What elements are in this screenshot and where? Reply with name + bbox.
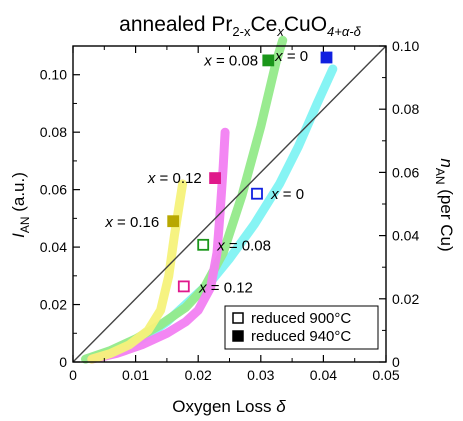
title-sub2: x [276, 24, 284, 39]
y-left-tick-label: 0.02 [40, 297, 67, 313]
data-point-x-0-12-open [177, 280, 190, 293]
data-point-x-0-12-filled [209, 172, 222, 185]
y-axis-label-left: IAN (a.u.) [9, 172, 32, 238]
annotation-label: x = 0 [270, 186, 304, 203]
annotation-label: x = 0.16 [104, 214, 159, 231]
data-point-x-0-filled [320, 51, 333, 64]
data-point-x-0-08-open [197, 238, 210, 251]
data-point-x-0-08-filled [262, 54, 275, 67]
diagonal-reference-line [72, 45, 387, 363]
y-left-tick-label: 0.04 [40, 239, 67, 255]
x-axis-label: Oxygen Loss δ [172, 397, 286, 416]
x-tick-label: 0.05 [372, 367, 399, 383]
y-right-tick-label: 0.04 [392, 228, 419, 244]
y-left-tick-label: 0.10 [40, 67, 67, 83]
series-curve-x-0-12 [87, 127, 230, 364]
annotation-label: x = 0.08 [203, 52, 258, 69]
annotation-label: x = 0 [274, 48, 308, 65]
title-middle1: Ce [250, 13, 277, 36]
chart-title: annealed Pr2-xCexCuO4+α-δ [119, 13, 361, 39]
y-right-tick-label: 0 [392, 354, 400, 370]
series-layer [81, 35, 338, 364]
legend-filled-marker [232, 330, 244, 342]
x-tick-label: 0 [69, 367, 77, 383]
title-sub3: 4+α-δ [327, 24, 362, 39]
data-point-x-0-16-filled [167, 215, 180, 228]
y-axis-label-right: nAN (per Cu) [433, 158, 456, 251]
legend-open-marker [232, 312, 244, 324]
legend-label-900: reduced 900°C [251, 310, 351, 327]
x-tick-label: 0.02 [185, 367, 212, 383]
x-tick-label: 0.04 [310, 367, 337, 383]
title-sub1: 2-x [232, 24, 251, 39]
y-right-tick-label: 0.06 [392, 164, 419, 180]
annotation-label: x = 0.12 [147, 170, 202, 187]
legend: reduced 900°C reduced 940°C [224, 305, 379, 350]
ticks-layer: 0 0.01 0.02 0.03 0.04 0.0500.020.040.060.080.… [40, 38, 420, 383]
y-right-tick-label: 0.02 [392, 291, 419, 307]
x-tick-label: 0.03 [247, 367, 274, 383]
title-middle2: CuO [284, 13, 327, 36]
y-right-tick-label: 0.08 [392, 101, 419, 117]
data-point-x-0-open [251, 187, 263, 200]
legend-box [224, 305, 379, 350]
title-prefix: annealed Pr [119, 13, 232, 36]
markers-layer [167, 51, 333, 293]
legend-label-940: reduced 940°C [251, 328, 351, 345]
y-left-tick-label: 0 [59, 354, 67, 370]
y-left-tick-label: 0.06 [40, 182, 67, 198]
annotation-label: x = 0.12 [198, 279, 253, 296]
annotation-label: x = 0.08 [216, 238, 271, 255]
x-tick-label: 0.01 [122, 367, 149, 383]
annotation-layer: x = 0.08 x = 0 x = 0.12 x = 0 x = 0.16 x = 0.… [104, 48, 308, 296]
series-curve-x-0-16 [87, 179, 188, 364]
y-right-tick-label: 0.10 [392, 38, 419, 54]
y-left-tick-label: 0.08 [40, 124, 67, 140]
